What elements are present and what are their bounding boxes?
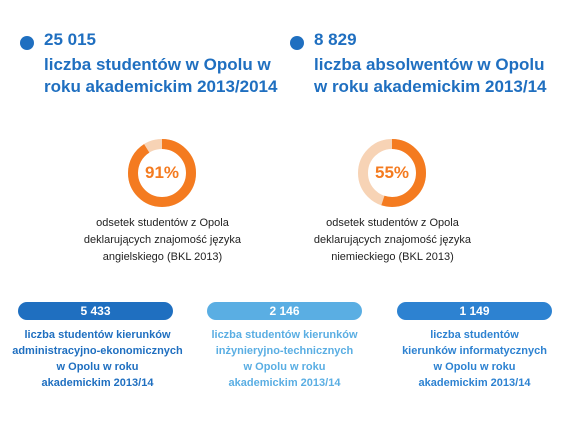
stat-students-label: liczba studentów w Opolu w roku akademic… bbox=[44, 55, 278, 96]
stat-students: 25 015 liczba studentów w Opolu w roku a… bbox=[20, 30, 280, 110]
ring-english-percent: 91% bbox=[144, 163, 180, 182]
pill-it: 1 149 bbox=[397, 302, 552, 320]
pill-admin-econ: 5 433 bbox=[18, 302, 173, 320]
ring-english-caption: odsetek studentów z Opola deklarujących … bbox=[83, 217, 242, 263]
ring-german-percent: 55% bbox=[374, 163, 410, 182]
stat-students-value: 25 015 bbox=[44, 30, 96, 49]
bullet-dot-icon bbox=[20, 36, 34, 50]
caption-admin-econ: liczba studentów kierunków administracyj… bbox=[12, 329, 183, 389]
pill-engineering: 2 146 bbox=[207, 302, 362, 320]
stat-graduates-label: liczba absolwentów w Opolu w roku akadem… bbox=[314, 55, 547, 96]
ring-german: 55% bbox=[357, 138, 427, 208]
bullet-dot-icon bbox=[290, 36, 304, 50]
ring-arc-german bbox=[358, 139, 426, 207]
ring-english: 91% bbox=[127, 138, 197, 208]
stat-graduates: 8 829 liczba absolwentów w Opolu w roku … bbox=[290, 30, 550, 110]
stat-graduates-value: 8 829 bbox=[314, 30, 357, 49]
ring-german-caption: odsetek studentów z Opola deklarujących … bbox=[313, 217, 472, 263]
progress-ring-english bbox=[128, 139, 196, 207]
progress-ring-german bbox=[358, 139, 426, 207]
caption-engineering: liczba studentów kierunków inżynieryjno-… bbox=[211, 329, 358, 389]
caption-it: liczba studentów kierunków informatyczny… bbox=[402, 329, 547, 389]
ring-arc-english bbox=[128, 139, 196, 207]
